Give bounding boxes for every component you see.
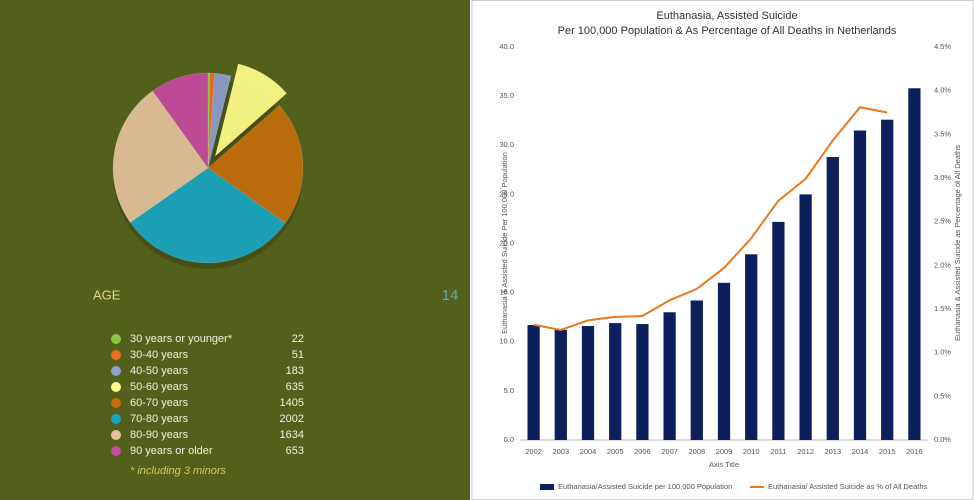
pie-slice <box>207 72 232 169</box>
x-tick-label: 2012 <box>797 447 814 456</box>
bar <box>908 88 921 440</box>
bar <box>717 282 731 440</box>
x-tick-label: 2010 <box>743 447 760 456</box>
chart-title: Euthanasia, Assisted Suicide <box>656 10 797 22</box>
y2-tick-label: 2.0% <box>934 260 951 269</box>
x-tick-label: 2011 <box>770 447 786 456</box>
section-label: AGE <box>93 287 121 302</box>
y-tick-label: 30.0 <box>499 140 514 149</box>
bar <box>581 326 595 440</box>
chart-subtitle: Per 100,000 Population & As Percentage o… <box>558 25 897 37</box>
y-tick-label: 15.0 <box>499 288 514 297</box>
pie-slice <box>152 72 209 169</box>
y2-axis-title: Euthanasia & Assisted Suicide as Percent… <box>953 145 962 341</box>
y2-tick-label: 1.5% <box>934 304 951 313</box>
y-tick-label: 5.0 <box>504 386 514 395</box>
y2-tick-label: 2.5% <box>934 217 951 226</box>
y-tick-label: 10.0 <box>499 337 514 346</box>
legend-label: 60-70 years <box>130 397 189 409</box>
pie-slice <box>207 72 211 169</box>
legend-label: 80-90 years <box>130 429 189 441</box>
x-tick-label: 2016 <box>906 447 923 456</box>
x-tick-label: 2002 <box>525 447 542 456</box>
legend-swatch <box>111 350 121 360</box>
legend-label: 30 years or younger* <box>130 333 233 345</box>
x-tick-label: 2007 <box>661 447 678 456</box>
bar <box>772 221 785 440</box>
bar <box>745 254 758 440</box>
y2-tick-label: 4.0% <box>934 86 951 95</box>
y-tick-label: 25.0 <box>499 189 514 198</box>
x-tick-label: 2009 <box>716 447 733 456</box>
pie-slice <box>207 72 215 169</box>
legend-value: 653 <box>286 445 304 457</box>
legend-value: 1634 <box>280 429 304 441</box>
legend-swatch <box>111 398 121 408</box>
legend-label: 40-50 years <box>130 365 189 377</box>
x-tick-label: 2004 <box>580 447 597 456</box>
bar <box>881 119 894 440</box>
legend-value: 1405 <box>280 397 304 409</box>
legend-swatch <box>540 484 554 490</box>
y2-tick-label: 0.0% <box>934 435 951 444</box>
pie-slice <box>214 63 288 157</box>
y2-tick-label: 3.5% <box>934 129 951 138</box>
legend-label: 70-80 years <box>130 413 189 425</box>
x-axis-title: Axis Title <box>709 460 739 469</box>
pie-slice <box>207 104 304 224</box>
legend-swatch <box>111 430 121 440</box>
bar <box>799 194 812 440</box>
legend-swatch <box>111 382 121 392</box>
bar <box>554 329 567 440</box>
legend-value: 183 <box>286 365 304 377</box>
legend-swatch <box>111 366 121 376</box>
legend-value: 51 <box>292 349 304 361</box>
x-tick-label: 2006 <box>634 447 651 456</box>
y-tick-label: 35.0 <box>499 91 514 100</box>
x-tick-label: 2015 <box>879 447 896 456</box>
x-tick-label: 2003 <box>552 447 569 456</box>
y2-tick-label: 3.0% <box>934 173 951 182</box>
footnote: * including 3 minors <box>130 465 226 477</box>
pie-slice <box>112 90 209 223</box>
legend-swatch <box>111 414 121 424</box>
legend-value: 22 <box>292 333 304 345</box>
y-axis-title: Euthanasia & Assisted Suicide Per 100,00… <box>500 152 509 334</box>
bar <box>609 323 622 440</box>
bar <box>853 130 867 440</box>
legend-swatch <box>111 446 121 456</box>
y-tick-label: 20.0 <box>499 238 514 247</box>
bar <box>636 324 649 440</box>
legend-label: 50-60 years <box>130 381 189 393</box>
y-tick-label: 40.0 <box>499 42 514 51</box>
bar <box>663 312 676 440</box>
legend-label: 30-40 years <box>130 349 189 361</box>
legend-value: 635 <box>286 381 304 393</box>
bar <box>690 300 703 440</box>
pie-slice <box>129 167 286 264</box>
x-tick-label: 2014 <box>852 447 869 456</box>
y2-tick-label: 0.5% <box>934 391 951 400</box>
x-tick-label: 2005 <box>607 447 624 456</box>
x-tick-label: 2013 <box>824 447 841 456</box>
bar <box>826 157 839 441</box>
legend-swatch <box>111 334 121 344</box>
line <box>533 106 888 331</box>
x-tick-label: 2008 <box>688 447 705 456</box>
legend-label: Euthanasia/Assisted Suicide per 100,000 … <box>558 482 732 491</box>
page-number: 14 <box>442 287 459 304</box>
bar <box>527 325 540 440</box>
y2-tick-label: 4.5% <box>934 42 951 51</box>
legend-label: Euthanasia/ Assisted Suicide as % of All… <box>768 482 928 491</box>
y2-tick-label: 1.0% <box>934 348 951 357</box>
legend-label: 90 years or older <box>130 445 213 457</box>
y-tick-label: 0.0 <box>504 435 514 444</box>
legend-value: 2002 <box>280 413 304 425</box>
